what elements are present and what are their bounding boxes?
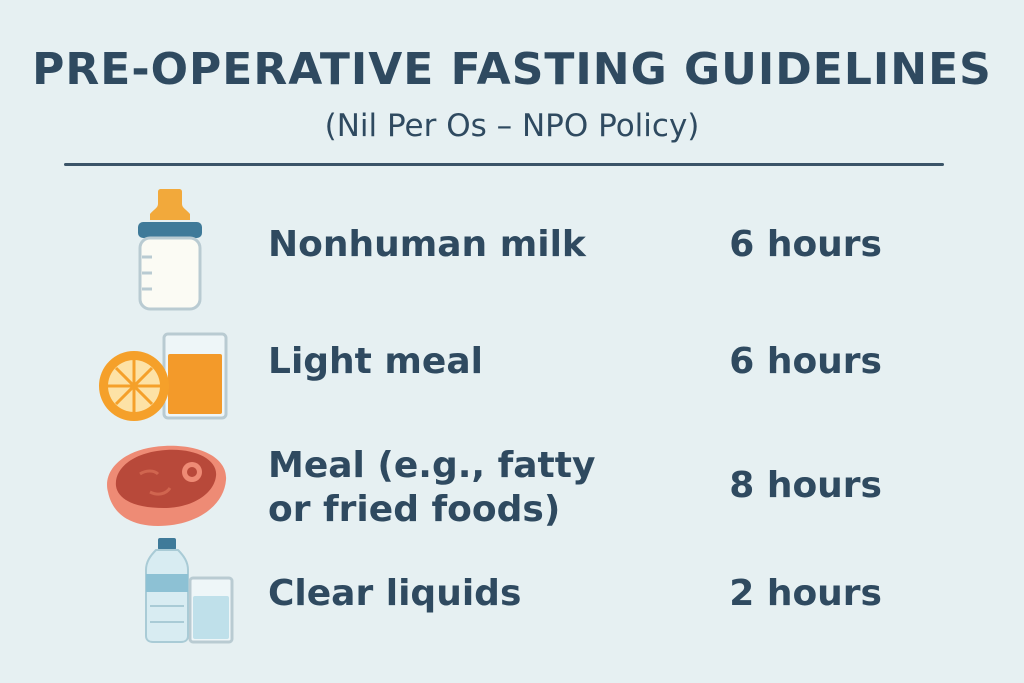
food-label: Meal (e.g., fatty or fried foods) (268, 445, 596, 530)
orange-and-juice-icon (99, 332, 228, 421)
page-subtitle: (Nil Per Os – NPO Policy) (324, 108, 700, 144)
fasting-time: 6 hours (729, 224, 882, 265)
fasting-time: 6 hours (729, 341, 882, 382)
water-bottle-and-glass-icon (145, 538, 234, 644)
guideline-row-clear-liquids: Clear liquids 2 hours (0, 536, 1024, 648)
food-label: Clear liquids (268, 573, 522, 614)
steak-icon (107, 445, 227, 526)
guideline-row-light-meal: Light meal 6 hours (0, 328, 1024, 428)
food-label: Nonhuman milk (268, 224, 586, 265)
fasting-time: 2 hours (729, 573, 882, 614)
food-label: Light meal (268, 341, 483, 382)
guideline-row-nonhuman-milk: Nonhuman milk 6 hours (0, 185, 1024, 315)
page-title: PRE-OPERATIVE FASTING GUIDELINES (32, 44, 992, 95)
header-divider (64, 163, 944, 166)
guideline-row-fatty-meal: Meal (e.g., fatty or fried foods) 8 hour… (0, 440, 1024, 540)
baby-bottle-icon (138, 189, 202, 311)
fasting-time: 8 hours (729, 465, 882, 506)
